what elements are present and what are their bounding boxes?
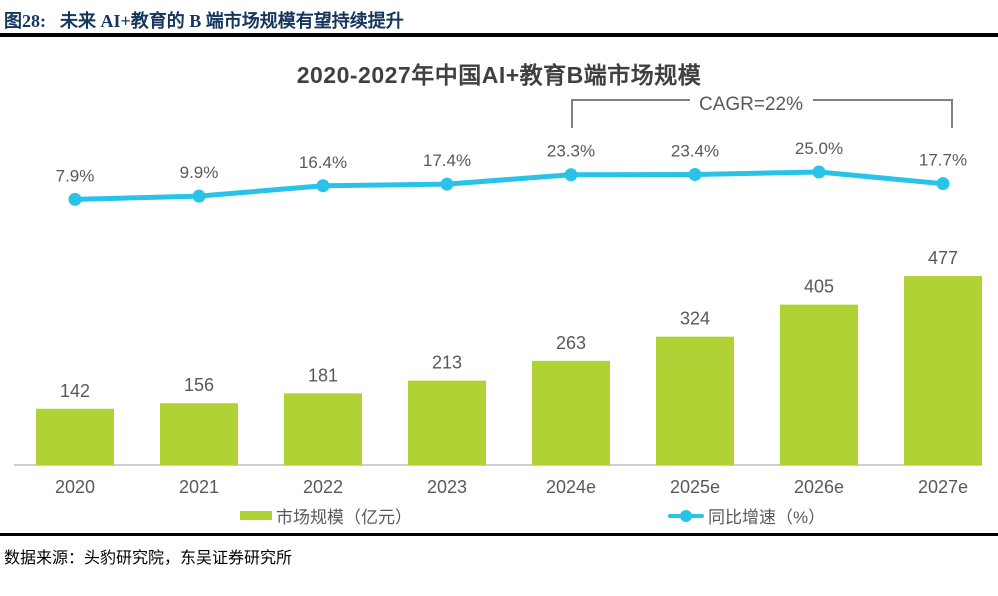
bar-2023 <box>408 380 486 465</box>
growth-label: 23.3% <box>547 142 595 161</box>
x-axis-label: 2021 <box>179 477 219 497</box>
figure-title: 未来 AI+教育的 B 端市场规模有望持续提升 <box>60 11 404 31</box>
growth-label: 25.0% <box>795 139 843 158</box>
chart-legend: 市场规模（亿元） 同比增速（%） <box>0 503 998 527</box>
top-divider <box>0 33 998 37</box>
bar-value-label: 324 <box>680 309 710 329</box>
bar-2025e <box>656 336 734 465</box>
x-axis-label: 2024e <box>546 477 596 497</box>
growth-label: 9.9% <box>180 163 219 182</box>
bar-2020 <box>36 408 114 465</box>
x-axis-label: 2022 <box>303 477 343 497</box>
x-axis-label: 2020 <box>55 477 95 497</box>
legend-item-growth: 同比增速（%） <box>668 503 825 528</box>
bar-value-label: 477 <box>928 248 958 268</box>
growth-point-2026e <box>812 165 826 179</box>
growth-point-2025e <box>688 168 702 182</box>
legend-label-market-size: 市场规模（亿元） <box>276 508 412 527</box>
growth-label: 17.4% <box>423 151 471 170</box>
growth-point-2023 <box>440 177 454 191</box>
growth-point-2027e <box>936 177 950 191</box>
growth-point-2022 <box>316 179 330 193</box>
cagr-bracket <box>571 99 953 128</box>
cagr-label: CAGR=22% <box>699 94 803 115</box>
growth-label: 23.4% <box>671 142 719 161</box>
legend-label-growth: 同比增速（%） <box>708 508 826 527</box>
data-source: 数据来源：头豹研究院，东吴证券研究所 <box>4 550 293 567</box>
bar-value-label: 213 <box>432 353 462 373</box>
bar-2021 <box>160 403 238 465</box>
x-axis-label: 2025e <box>670 477 720 497</box>
x-axis-label: 2023 <box>427 477 467 497</box>
x-axis-label: 2027e <box>918 477 968 497</box>
growth-label: 17.7% <box>919 151 967 170</box>
bar-value-label: 405 <box>804 277 834 297</box>
chart-title: 2020-2027年中国AI+教育B端市场规模 <box>296 62 702 88</box>
bar-2024e <box>532 360 610 465</box>
growth-label: 16.4% <box>299 153 347 172</box>
bottom-divider <box>0 533 998 536</box>
bar-2022 <box>284 393 362 465</box>
bar-2027e <box>904 276 982 465</box>
bar-series-swatch-icon <box>240 511 272 520</box>
bar-value-label: 263 <box>556 333 586 353</box>
growth-label: 7.9% <box>56 166 95 185</box>
x-axis-label: 2026e <box>794 477 844 497</box>
figure-number: 图28: <box>4 11 46 31</box>
growth-point-2020 <box>68 192 82 206</box>
growth-line <box>72 169 946 202</box>
line-series-marker-icon <box>668 509 704 522</box>
bar-value-label: 142 <box>60 381 90 401</box>
growth-point-2021 <box>192 189 206 203</box>
legend-item-market-size: 市场规模（亿元） <box>240 503 412 528</box>
bar-2026e <box>780 304 858 465</box>
figure-header: 图28: 未来 AI+教育的 B 端市场规模有望持续提升 <box>4 7 404 33</box>
growth-point-2024e <box>564 168 578 182</box>
bar-value-label: 181 <box>308 365 338 385</box>
bar-value-label: 156 <box>184 375 214 395</box>
